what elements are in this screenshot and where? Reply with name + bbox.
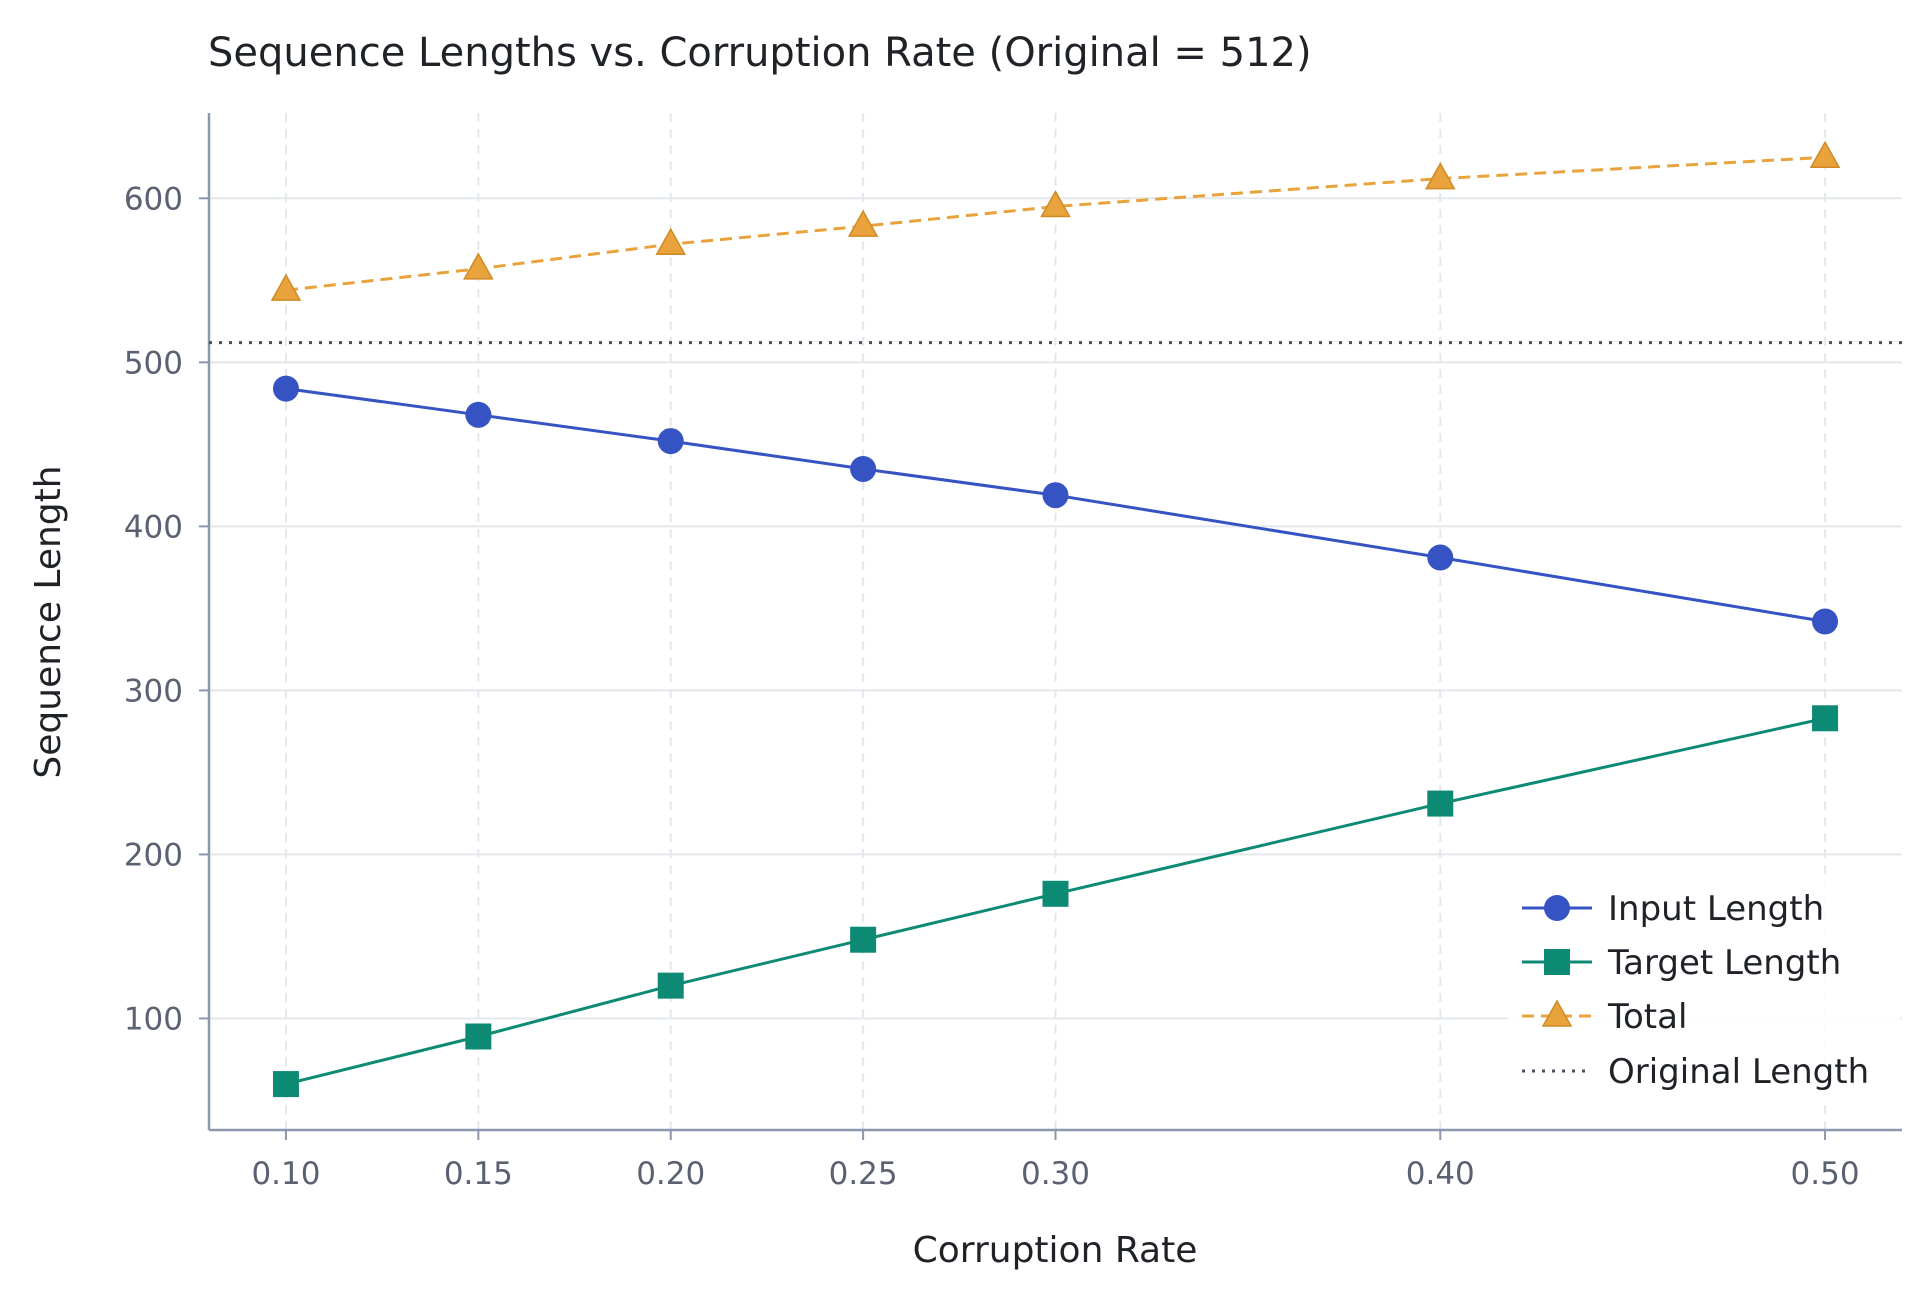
data-point-total-0-30 <box>1040 189 1071 218</box>
data-point-input-length-0-25 <box>850 455 877 482</box>
data-point-input-length-0-15 <box>465 401 492 428</box>
legend-item-target-length: Target Length <box>1522 943 1841 983</box>
legend-marker-target-length <box>1544 949 1570 975</box>
legend-item-input-length: Input Length <box>1522 889 1824 929</box>
legend-label-total: Total <box>1607 997 1687 1037</box>
data-point-target-length-0-15 <box>465 1023 492 1050</box>
x-tick-label-0-50: 0.50 <box>1791 1156 1860 1192</box>
x-tick-label-0-15: 0.15 <box>444 1156 513 1192</box>
data-point-total-0-40 <box>1424 162 1456 190</box>
legend: Input Length Target Length Total Origina… <box>1508 874 1900 1104</box>
legend-label-original-length: Original Length <box>1608 1052 1869 1092</box>
y-tick-label-500: 500 <box>124 345 183 381</box>
data-point-target-length-0-50 <box>1812 705 1839 732</box>
legend-marker-input-length <box>1544 895 1570 921</box>
data-point-input-length-0-10 <box>272 375 299 402</box>
data-point-input-length-0-30 <box>1042 482 1069 509</box>
y-axis-label: Sequence Length <box>28 465 69 778</box>
y-tick-label-400: 400 <box>124 509 183 545</box>
y-tick-label-100: 100 <box>124 1001 183 1037</box>
data-point-target-length-0-20 <box>657 972 684 999</box>
data-point-input-length-0-40 <box>1427 544 1454 571</box>
x-tick-label-0-25: 0.25 <box>829 1156 898 1192</box>
ticks-layer: 100 200 300 400 500 600 0.10 0.15 0.20 0.25 0.30 0.… <box>124 181 1860 1192</box>
data-point-total-0-15 <box>463 252 494 280</box>
legend-frame <box>1508 874 1900 1104</box>
chart-title: Sequence Lengths vs. Corruption Rate (Or… <box>208 30 1312 76</box>
x-axis-label: Corruption Rate <box>913 1230 1198 1271</box>
x-tick-label-0-20: 0.20 <box>636 1156 705 1192</box>
x-tick-label-0-30: 0.30 <box>1021 1156 1090 1192</box>
y-tick-label-300: 300 <box>124 673 183 709</box>
series-layer <box>270 140 1841 1098</box>
legend-item-original-length: Original Length <box>1522 1052 1869 1092</box>
data-point-target-length-0-10 <box>272 1071 299 1098</box>
data-point-target-length-0-30 <box>1042 880 1069 907</box>
legend-label-target-length: Target Length <box>1607 943 1841 983</box>
data-point-target-length-0-40 <box>1427 790 1454 817</box>
x-tick-label-0-40: 0.40 <box>1406 1156 1475 1192</box>
data-point-total-0-50 <box>1809 140 1841 169</box>
data-point-input-length-0-50 <box>1812 608 1839 635</box>
legend-label-input-length: Input Length <box>1608 889 1824 929</box>
y-tick-label-600: 600 <box>124 181 183 217</box>
data-point-total-0-10 <box>270 273 302 301</box>
data-point-total-0-25 <box>847 209 879 237</box>
y-tick-label-200: 200 <box>124 837 183 873</box>
x-tick-label-0-10: 0.10 <box>251 1156 320 1192</box>
data-point-total-0-20 <box>655 227 687 255</box>
legend-marker-total <box>1541 999 1573 1027</box>
data-point-input-length-0-20 <box>657 428 684 455</box>
legend-item-total: Total <box>1522 997 1687 1037</box>
data-point-target-length-0-25 <box>850 926 877 953</box>
